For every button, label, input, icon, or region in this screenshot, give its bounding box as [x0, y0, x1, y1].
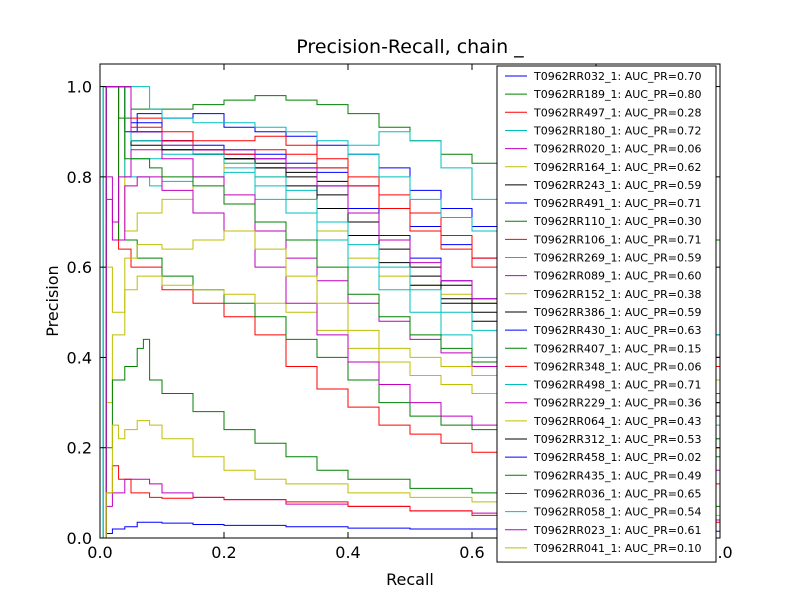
legend-entry: T0962RR023_1: AUC_PR=0.61: [533, 524, 701, 537]
legend-entry: T0962RR152_1: AUC_PR=0.38: [533, 288, 701, 301]
legend-entry: T0962RR189_1: AUC_PR=0.80: [533, 88, 701, 101]
legend-box: [496, 65, 717, 563]
legend-entry: T0962RR036_1: AUC_PR=0.65: [533, 487, 701, 500]
legend-entry: T0962RR269_1: AUC_PR=0.59: [533, 252, 701, 265]
y-tick-label: 0.2: [67, 439, 92, 458]
legend-entry: T0962RR089_1: AUC_PR=0.60: [533, 270, 701, 283]
y-tick-label: 0.6: [67, 258, 92, 277]
y-axis-label: Precision: [43, 265, 62, 336]
chart-title: Precision-Recall, chain _: [296, 36, 524, 58]
legend-entry: T0962RR020_1: AUC_PR=0.06: [533, 143, 701, 156]
legend-entry: T0962RR058_1: AUC_PR=0.54: [533, 506, 701, 519]
legend-entry: T0962RR180_1: AUC_PR=0.72: [533, 124, 701, 137]
legend-entry: T0962RR312_1: AUC_PR=0.53: [533, 433, 701, 446]
legend-entry: T0962RR498_1: AUC_PR=0.71: [533, 379, 701, 392]
legend-entry: T0962RR491_1: AUC_PR=0.71: [533, 197, 701, 210]
legend-entry: T0962RR435_1: AUC_PR=0.49: [533, 469, 701, 482]
y-tick-label: 0.8: [67, 168, 92, 187]
legend-entry: T0962RR458_1: AUC_PR=0.02: [533, 451, 701, 464]
y-tick-label: 0.0: [67, 529, 92, 548]
x-tick-label: 0.0: [87, 543, 112, 562]
axis-ticks: 0.00.20.40.60.81.00.00.20.40.60.81.0: [67, 64, 733, 562]
legend-entry: T0962RR430_1: AUC_PR=0.63: [533, 324, 701, 337]
legend-entry: T0962RR386_1: AUC_PR=0.59: [533, 306, 701, 319]
legend-entry: T0962RR243_1: AUC_PR=0.59: [533, 179, 701, 192]
x-tick-label: 0.2: [211, 543, 236, 562]
x-tick-label: 0.4: [335, 543, 360, 562]
legend-entry: T0962RR164_1: AUC_PR=0.62: [533, 161, 701, 174]
legend-entry: T0962RR106_1: AUC_PR=0.71: [533, 233, 701, 246]
x-axis-label: Recall: [386, 570, 434, 589]
legend: T0962RR032_1: AUC_PR=0.70 T0962RR189_1: A…: [496, 65, 717, 563]
legend-entry: T0962RR497_1: AUC_PR=0.28: [533, 106, 701, 119]
legend-entry: T0962RR229_1: AUC_PR=0.36: [533, 397, 701, 410]
x-tick-label: 0.6: [459, 543, 484, 562]
legend-entry: T0962RR407_1: AUC_PR=0.15: [533, 342, 701, 355]
y-tick-label: 0.4: [67, 348, 92, 367]
legend-entry: T0962RR348_1: AUC_PR=0.06: [533, 360, 701, 373]
legend-entry: T0962RR064_1: AUC_PR=0.43: [533, 415, 701, 428]
plot-area-frame: [99, 63, 721, 539]
legend-entry: T0962RR110_1: AUC_PR=0.30: [533, 215, 701, 228]
y-tick-label: 1.0: [67, 78, 92, 97]
legend-entry: T0962RR032_1: AUC_PR=0.70: [533, 70, 701, 83]
legend-entry: T0962RR041_1: AUC_PR=0.10: [533, 542, 701, 555]
